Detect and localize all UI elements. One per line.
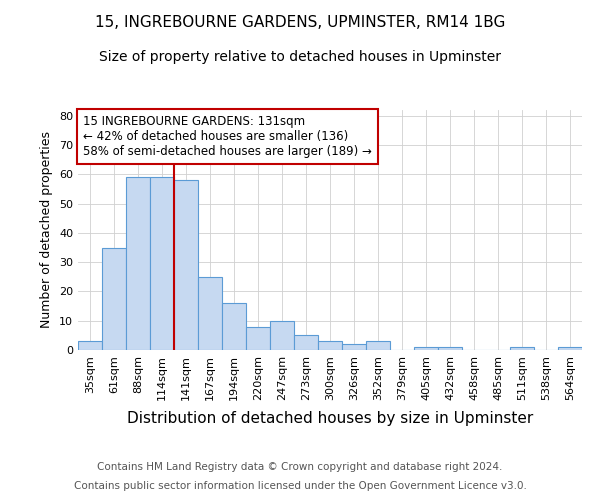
Bar — [222, 303, 246, 350]
Text: 15 INGREBOURNE GARDENS: 131sqm
← 42% of detached houses are smaller (136)
58% of: 15 INGREBOURNE GARDENS: 131sqm ← 42% of … — [83, 115, 372, 158]
Bar — [102, 248, 126, 350]
Bar — [510, 347, 534, 350]
Bar — [366, 341, 390, 350]
X-axis label: Distribution of detached houses by size in Upminster: Distribution of detached houses by size … — [127, 411, 533, 426]
Bar — [414, 347, 438, 350]
Text: Contains public sector information licensed under the Open Government Licence v3: Contains public sector information licen… — [74, 481, 526, 491]
Bar — [342, 344, 366, 350]
Bar — [270, 320, 294, 350]
Text: Contains HM Land Registry data © Crown copyright and database right 2024.: Contains HM Land Registry data © Crown c… — [97, 462, 503, 472]
Y-axis label: Number of detached properties: Number of detached properties — [40, 132, 53, 328]
Bar — [174, 180, 198, 350]
Bar — [294, 336, 318, 350]
Bar — [126, 178, 150, 350]
Bar — [246, 326, 270, 350]
Bar — [78, 341, 102, 350]
Bar — [438, 347, 462, 350]
Text: 15, INGREBOURNE GARDENS, UPMINSTER, RM14 1BG: 15, INGREBOURNE GARDENS, UPMINSTER, RM14… — [95, 15, 505, 30]
Bar — [318, 341, 342, 350]
Bar — [198, 277, 222, 350]
Bar — [558, 347, 582, 350]
Bar — [150, 178, 174, 350]
Text: Size of property relative to detached houses in Upminster: Size of property relative to detached ho… — [99, 50, 501, 64]
